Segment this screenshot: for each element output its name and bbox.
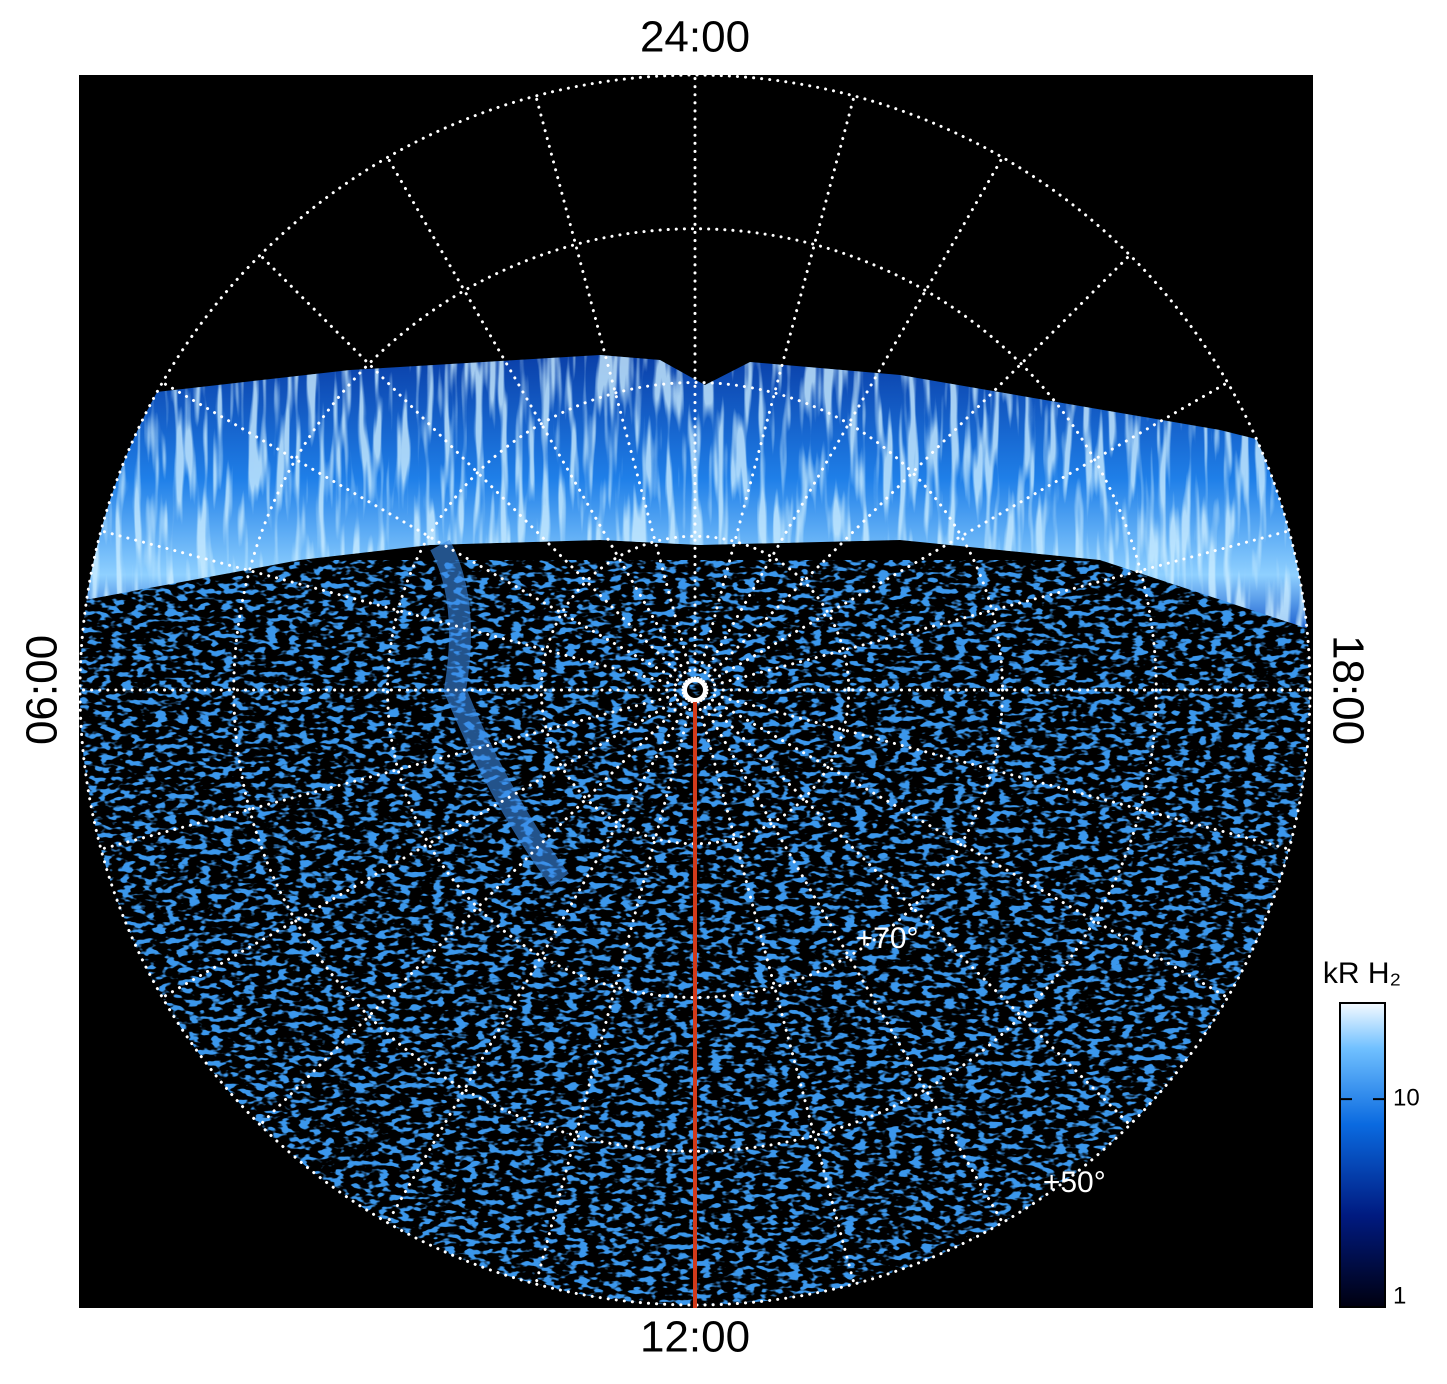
local-time-label: 06:00 (18, 635, 67, 745)
meridian (699, 155, 1004, 682)
meridian (386, 155, 691, 682)
pole-marker (683, 678, 707, 702)
latitude-ring (539, 534, 851, 846)
local-time-label: 24:00 (640, 13, 750, 62)
meridian (696, 94, 856, 680)
latitude-label: +70° (856, 922, 919, 955)
colorbar (1339, 1002, 1386, 1308)
latitude-label: +50° (1043, 1166, 1106, 1199)
local-time-label: 18:00 (1323, 635, 1372, 745)
meridian (258, 253, 689, 684)
meridian (703, 694, 1230, 999)
meridian (705, 529, 1291, 689)
meridian (99, 691, 685, 851)
colorbar-title: kR H₂ (1323, 957, 1401, 990)
meridian (99, 529, 685, 689)
meridian (699, 698, 1004, 1225)
meridian (705, 691, 1291, 851)
meridian (160, 381, 687, 686)
meridian (703, 381, 1230, 686)
grid (78, 73, 1312, 1307)
meridian (258, 696, 689, 1127)
latitude-ring (386, 381, 1004, 999)
meridian (701, 696, 1132, 1127)
meridian (160, 694, 687, 999)
meridian (696, 700, 856, 1286)
meridian (534, 94, 694, 680)
meridian (386, 698, 691, 1225)
latitude-ring (232, 227, 1158, 1153)
meridian (534, 700, 694, 1286)
local-time-label: 12:00 (640, 1313, 750, 1362)
meridian (701, 253, 1132, 684)
colorbar-tick-label: 1 (1393, 1282, 1406, 1309)
latitude-ring (78, 73, 1312, 1307)
colorbar-tick-label: 10 (1393, 1084, 1420, 1111)
